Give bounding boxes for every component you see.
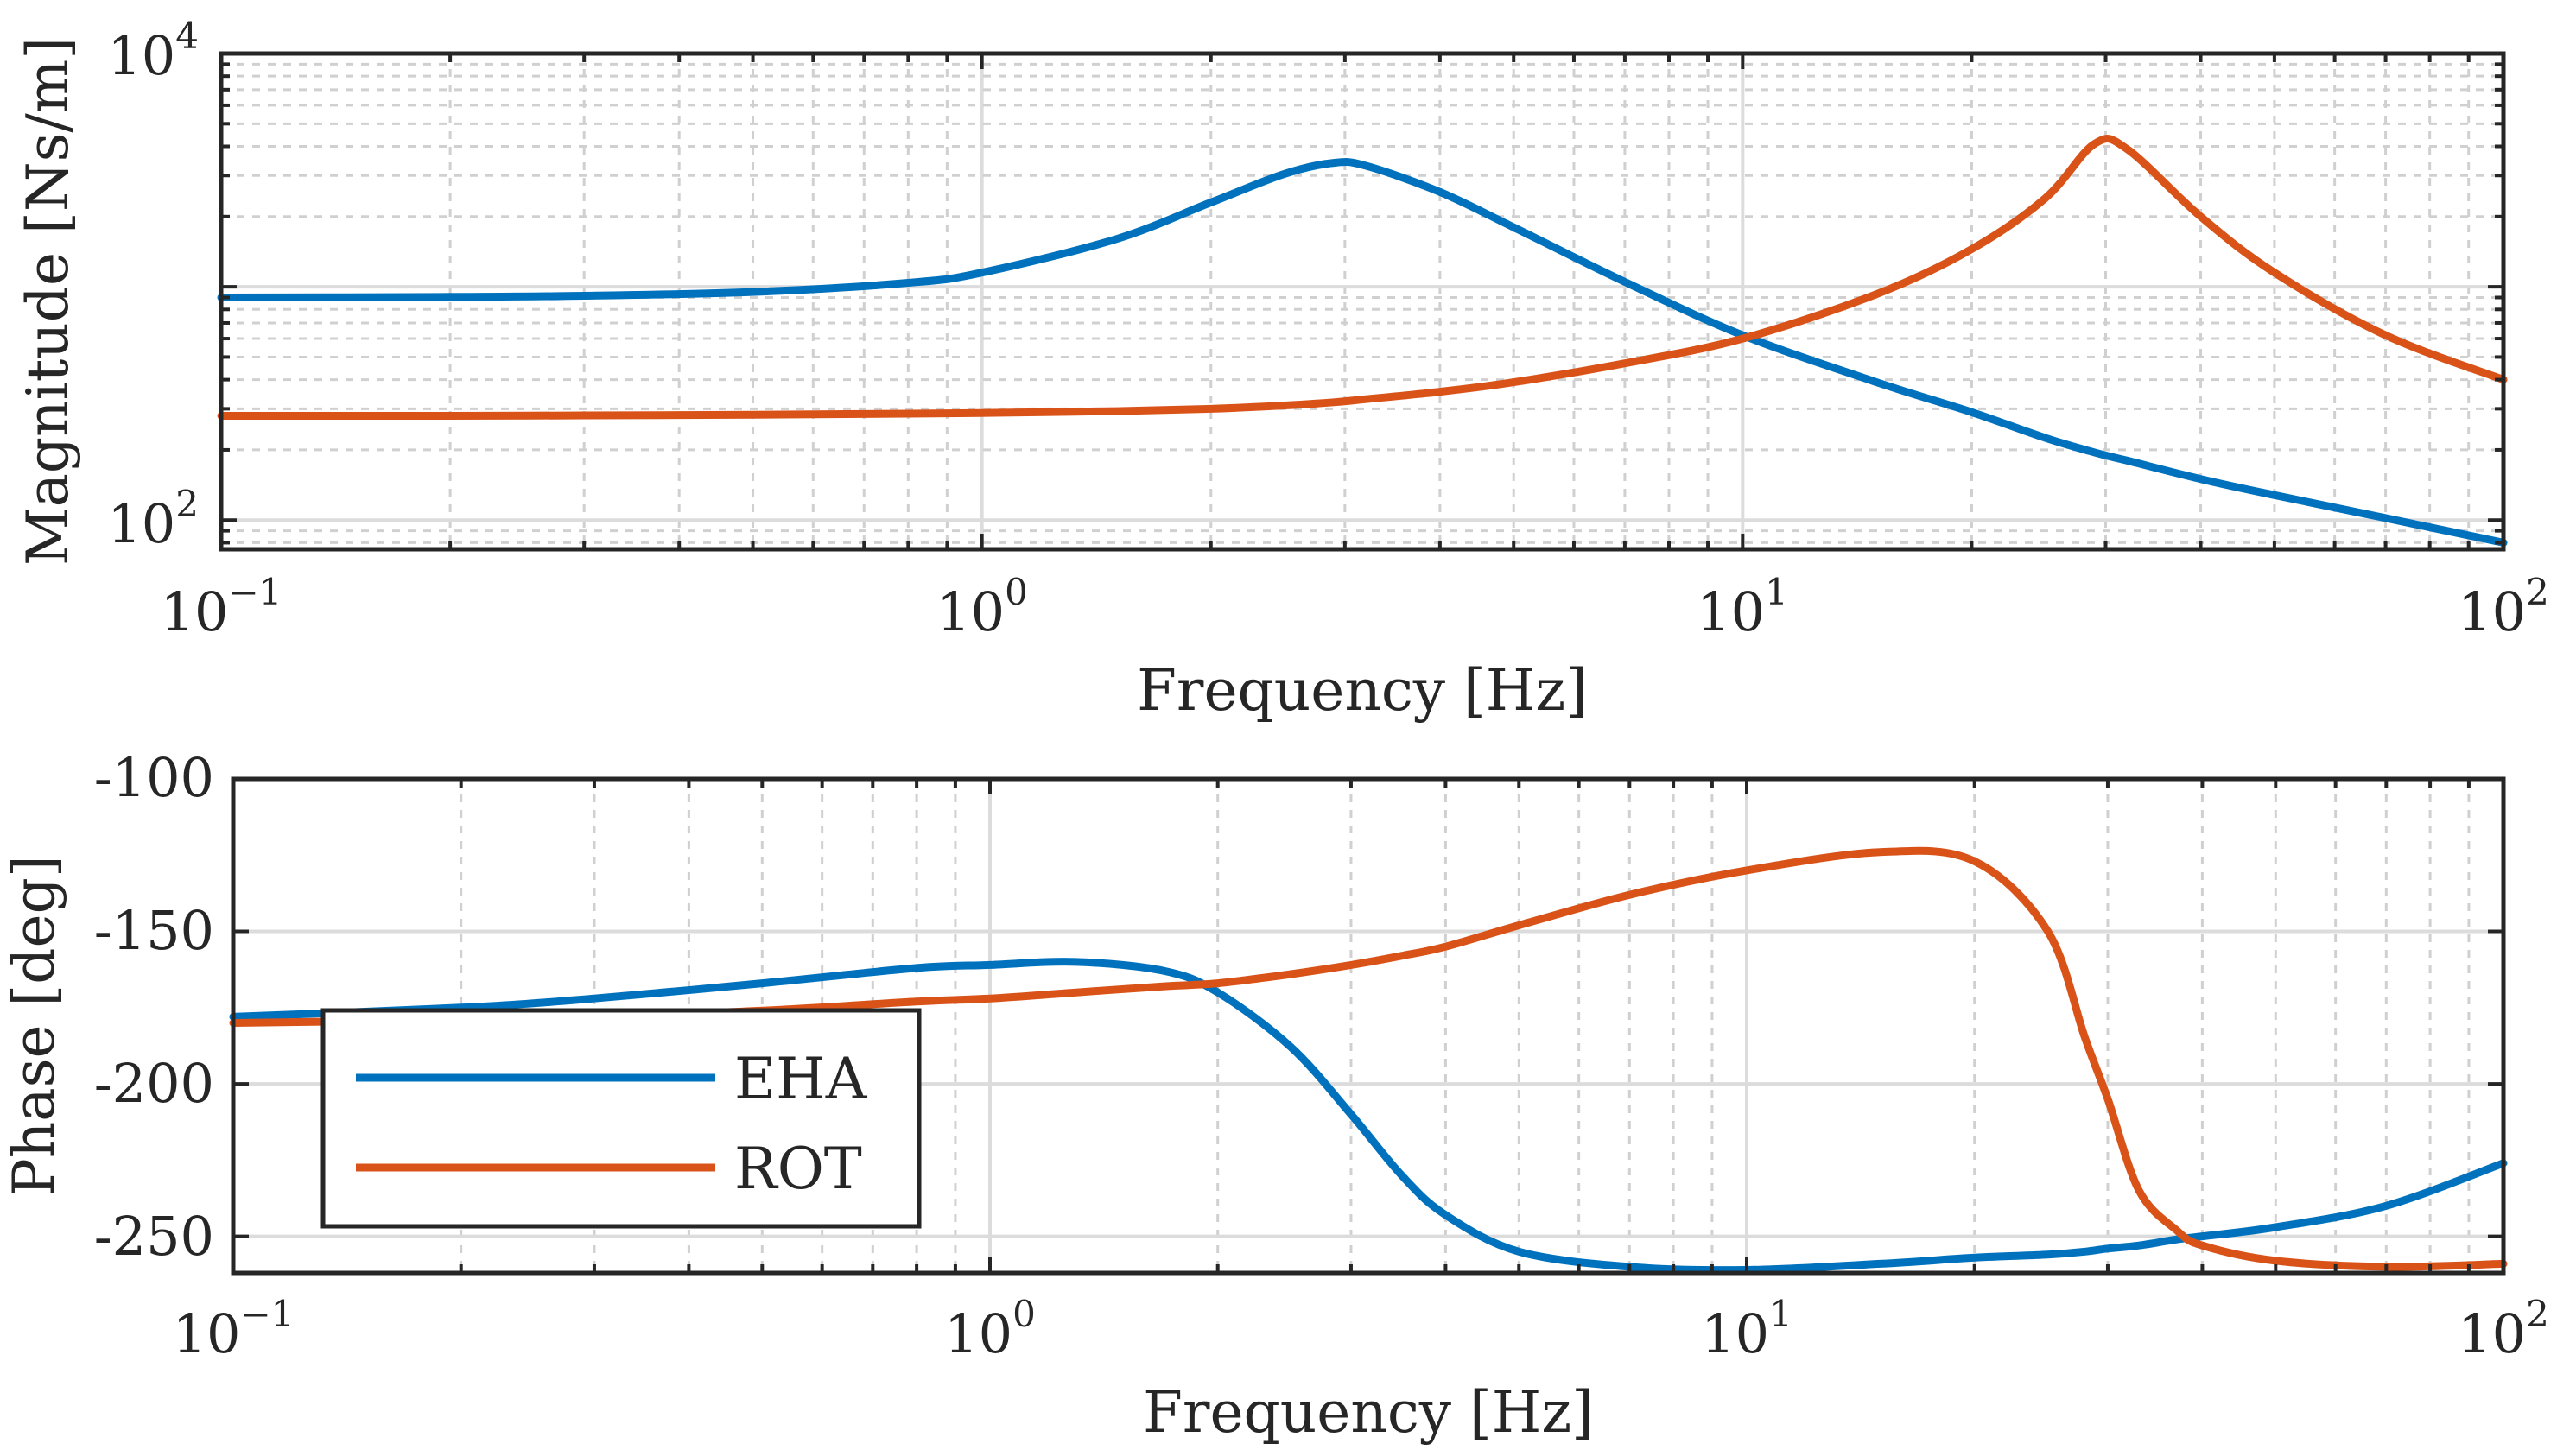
mag-xtick-3: 102 <box>2458 571 2549 643</box>
magnitude-series-eha <box>217 158 2508 547</box>
magnitude-grid <box>221 54 2503 549</box>
mag-ytick-10000: 104 <box>107 15 199 87</box>
legend-label-rot: ROT <box>734 1136 862 1202</box>
magnitude-series <box>217 135 2508 547</box>
phase-series-eha <box>229 958 2508 1275</box>
phase-ylabel: Phase [deg] <box>1 855 67 1196</box>
phase-xtick-2: 101 <box>1701 1293 1792 1365</box>
magnitude-axes-frame <box>219 51 2506 552</box>
mag-xtick-0: 10−1 <box>161 571 282 643</box>
mag-xtick-1: 100 <box>936 571 1028 643</box>
phase-ytick-m200: -200 <box>94 1052 214 1115</box>
phase-axes-frame <box>231 776 2506 1276</box>
phase-ticks <box>233 777 2503 1273</box>
magnitude-plot: 10−1 100 101 102 102 104 Frequency [Hz] … <box>15 15 2549 724</box>
legend-label-eha: EHA <box>734 1046 868 1112</box>
phase-series-rot <box>229 846 2508 1271</box>
mag-xlabel: Frequency [Hz] <box>1137 657 1588 724</box>
mag-xtick-2: 101 <box>1697 571 1788 643</box>
phase-series <box>229 846 2508 1275</box>
phase-ytick-m250: -250 <box>94 1205 214 1268</box>
phase-ytick-m150: -150 <box>94 899 214 962</box>
mag-ytick-100: 102 <box>107 483 199 555</box>
phase-plot: 10−1 100 101 102 -100 -150 -200 -250 Fre… <box>1 746 2549 1446</box>
magnitude-ticks <box>221 54 2503 549</box>
phase-xtick-1: 100 <box>944 1293 1036 1365</box>
mag-ylabel: Magnitude [Ns/m] <box>15 37 81 566</box>
phase-xtick-0: 10−1 <box>173 1293 295 1365</box>
phase-xtick-3: 102 <box>2458 1293 2549 1365</box>
phase-ytick-m100: -100 <box>94 746 214 809</box>
phase-xlabel: Frequency [Hz] <box>1143 1379 1594 1446</box>
magnitude-series-rot <box>217 135 2508 421</box>
legend-box <box>320 1008 922 1229</box>
legend: EHA ROT <box>320 1008 922 1229</box>
